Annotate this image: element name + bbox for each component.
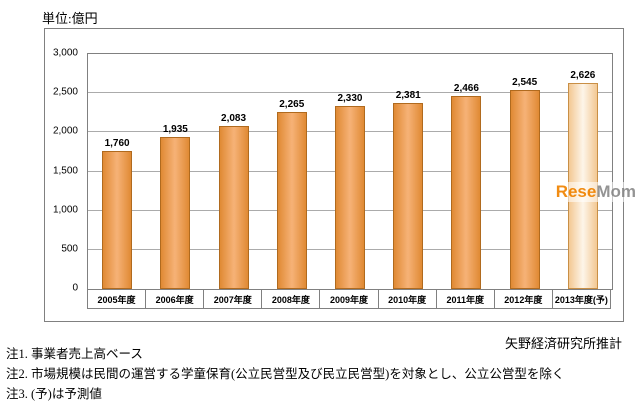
y-tick-label: 2,000 xyxy=(52,125,78,137)
resemom-watermark: ReseMom xyxy=(553,182,638,202)
bar xyxy=(160,137,191,289)
bars-container: 1,760 1,935 2,083 2,265 2,330 2,381 2,466 2,545… xyxy=(88,54,612,289)
bar-value-label: 2,381 xyxy=(395,89,421,101)
bar xyxy=(509,89,540,289)
bar-value-label: 2,265 xyxy=(279,98,305,110)
bar-value-label: 2,466 xyxy=(453,82,479,94)
bar-value-label: 1,935 xyxy=(162,124,188,136)
bar-slot: 2,265 xyxy=(263,54,321,289)
bar xyxy=(451,95,482,289)
y-tick-label: 1,500 xyxy=(52,165,78,176)
bar-slot: 2,381 xyxy=(379,54,437,289)
bar xyxy=(276,111,307,289)
bar-slot: 2,330 xyxy=(321,54,379,289)
x-axis-labels: 2005年度 2006年度 2007年度 2008年度 2009年度 2010年度 2011… xyxy=(87,289,611,309)
note-1: 注1. 事業者売上高ベース xyxy=(6,347,143,361)
y-axis-labels: 0 500 1,000 1,500 2,000 2,500 3,000 xyxy=(45,48,83,294)
y-tick-label: 0 xyxy=(72,282,78,294)
watermark-text-rese: Rese xyxy=(555,182,597,201)
bar-slot: 2,545 xyxy=(496,54,554,289)
bar-value-label: 2,083 xyxy=(221,112,247,124)
unit-label: 単位:億円 xyxy=(42,11,98,26)
y-tick-label: 2,500 xyxy=(52,86,78,98)
bar-value-label: 2,626 xyxy=(570,70,596,82)
x-tick-label: 2012年度 xyxy=(493,289,553,309)
notes: 注1. 事業者売上高ベース 注2. 市場規模は民間の運営する学童保育(公立民営型… xyxy=(6,346,564,406)
chart-frame: 0 500 1,000 1,500 2,000 2,500 3,000 1,760 1,935… xyxy=(44,28,624,322)
y-tick-label: 500 xyxy=(61,243,78,255)
bar xyxy=(218,125,249,289)
note-3: 注3. (予)は予測値 xyxy=(6,386,102,401)
watermark-text-mom: Mom xyxy=(596,182,636,201)
bar-slot: 1,760 xyxy=(88,54,146,289)
x-tick-label: 2008年度 xyxy=(261,289,321,309)
x-tick-label: 2009年度 xyxy=(319,289,379,309)
x-tick-label: 2007年度 xyxy=(203,289,263,309)
bar-slot: 2,626 xyxy=(554,54,612,289)
y-tick-label: 1,000 xyxy=(52,204,78,216)
bar xyxy=(102,151,133,289)
note-2: 注2. 市場規模は民間の運営する学童保育(公立民営型及び民立民営型)を対象とし、… xyxy=(6,366,565,381)
x-tick-label: 2013年度(予) xyxy=(551,289,611,309)
bar xyxy=(334,106,365,289)
bar-value-label: 2,330 xyxy=(337,93,363,105)
bar-value-label: 1,760 xyxy=(104,138,130,150)
plot-area: 1,760 1,935 2,083 2,265 2,330 2,381 2,466 2,545… xyxy=(87,53,613,290)
source-label: 矢野経済研究所推計 xyxy=(504,336,622,351)
y-tick-label: 3,000 xyxy=(52,47,78,59)
bar-slot: 2,083 xyxy=(204,54,262,289)
x-tick-label: 2006年度 xyxy=(145,289,205,309)
x-tick-label: 2011年度 xyxy=(435,289,495,309)
x-tick-label: 2005年度 xyxy=(87,289,147,309)
bar-slot: 2,466 xyxy=(437,54,495,289)
bar xyxy=(393,102,424,289)
x-tick-label: 2010年度 xyxy=(377,289,437,309)
gridline xyxy=(88,92,612,94)
bar-value-label: 2,545 xyxy=(512,76,538,88)
bar-slot: 1,935 xyxy=(146,54,204,289)
